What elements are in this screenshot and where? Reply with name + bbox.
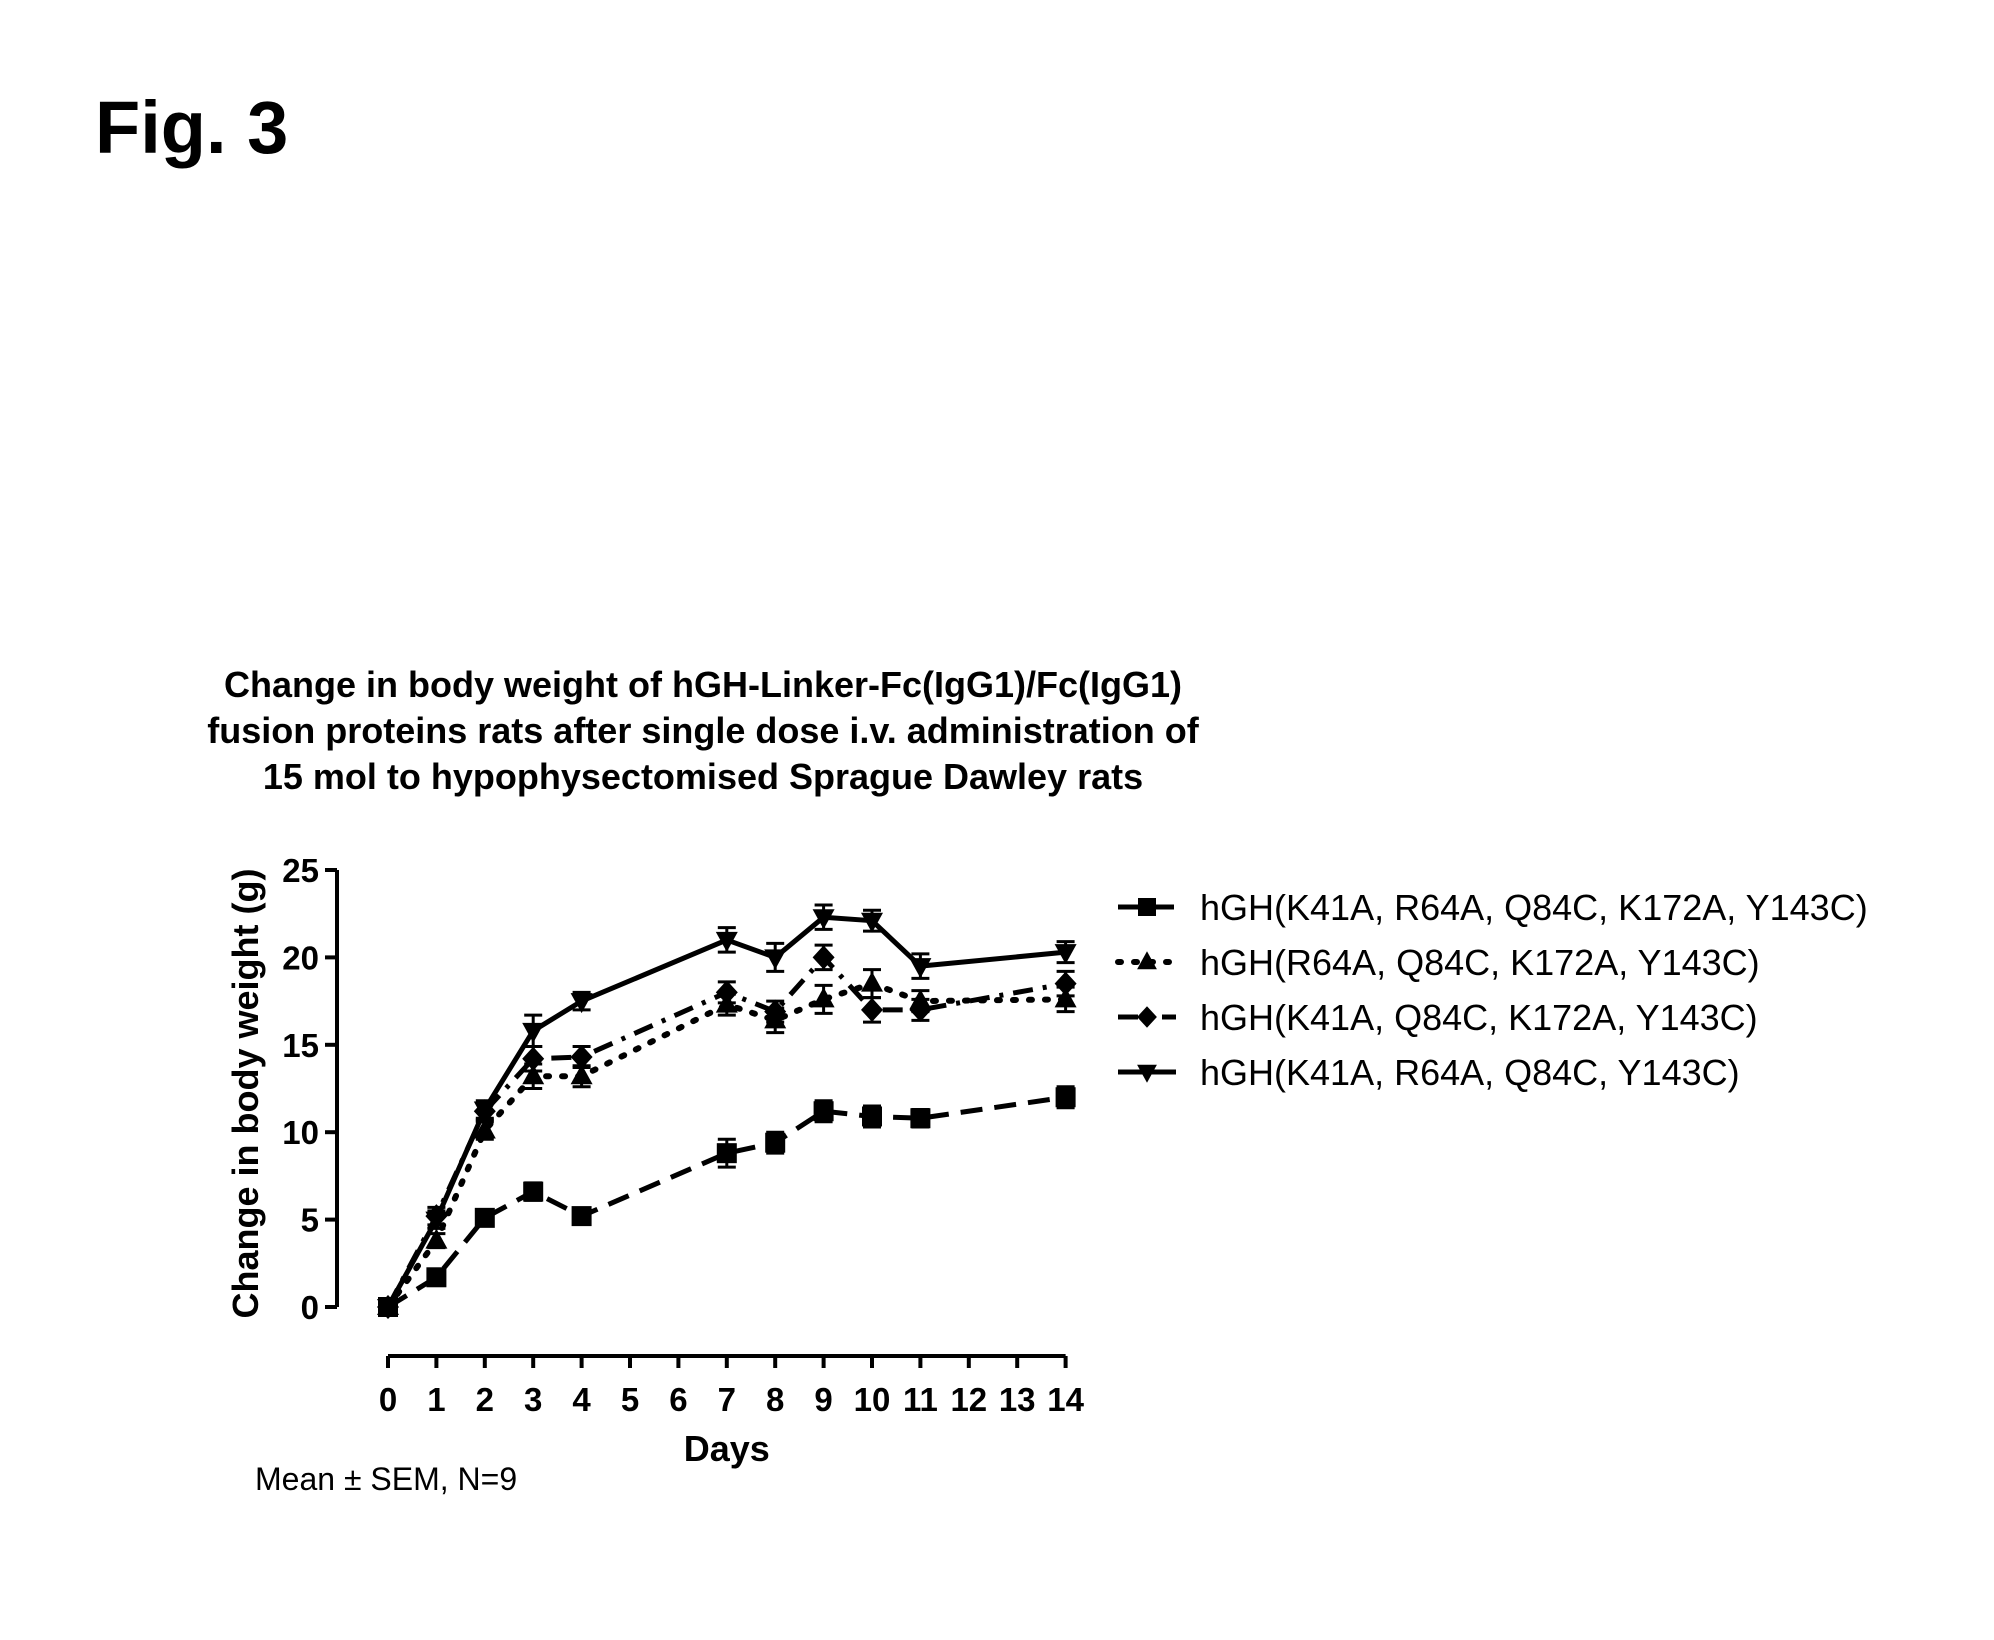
- x-tick-label: 9: [814, 1381, 832, 1418]
- data-point: [523, 1182, 543, 1202]
- data-point: [475, 1208, 495, 1228]
- x-tick-label: 3: [524, 1381, 542, 1418]
- data-point: [909, 958, 931, 978]
- data-point: [572, 1206, 592, 1226]
- legend-label: hGH(K41A, R64A, Q84C, K172A, Y143C): [1200, 887, 1868, 928]
- data-point: [861, 998, 883, 1022]
- legend-label: hGH(R64A, Q84C, K172A, Y143C): [1200, 942, 1760, 983]
- chart-title: Change in body weight of hGH-Linker-Fc(I…: [207, 664, 1200, 797]
- x-tick-label: 0: [379, 1381, 397, 1418]
- chart-title-line: 15 mol to hypophysectomised Sprague Dawl…: [263, 756, 1143, 797]
- data-point: [861, 972, 883, 992]
- data-point: [814, 1101, 834, 1121]
- data-point: [764, 949, 786, 969]
- data-point: [1055, 972, 1077, 996]
- x-tick-label: 12: [950, 1381, 987, 1418]
- chart-legend: hGH(K41A, R64A, Q84C, K172A, Y143C) hGH(R…: [1118, 887, 1868, 1093]
- legend-label: hGH(K41A, R64A, Q84C, Y143C): [1200, 1052, 1740, 1093]
- chart-title-line: Change in body weight of hGH-Linker-Fc(I…: [224, 664, 1182, 705]
- x-tick-label: 4: [572, 1381, 591, 1418]
- x-tick-label: 10: [854, 1381, 891, 1418]
- legend-marker: [1137, 1006, 1157, 1028]
- x-tick-label: 14: [1047, 1381, 1084, 1418]
- chart-footnote-group: Mean ± SEM, N=9: [255, 1461, 517, 1497]
- y-tick-label: 0: [301, 1289, 319, 1326]
- y-axis-label: Change in body weight (g): [225, 869, 266, 1319]
- data-point: [1056, 1087, 1076, 1107]
- x-tick-label: 13: [999, 1381, 1036, 1418]
- y-tick-label: 20: [282, 939, 319, 976]
- chart-series: [377, 905, 1077, 1319]
- x-tick-label: 2: [476, 1381, 494, 1418]
- data-point: [910, 1108, 930, 1128]
- x-tick-label: 8: [766, 1381, 784, 1418]
- data-point: [716, 980, 738, 1004]
- data-point: [765, 1133, 785, 1153]
- data-point: [426, 1267, 446, 1287]
- data-point: [717, 1143, 737, 1163]
- data-point: [909, 998, 931, 1022]
- x-tick-label: 7: [718, 1381, 736, 1418]
- x-tick-label: 11: [903, 1381, 938, 1418]
- legend-marker: [1138, 898, 1156, 916]
- chart-footnote: Mean ± SEM, N=9: [255, 1461, 517, 1497]
- x-tick-label: 6: [669, 1381, 687, 1418]
- y-tick-label: 10: [282, 1114, 319, 1151]
- y-tick-label: 5: [301, 1202, 319, 1239]
- chart-title-line: fusion proteins rats after single dose i…: [207, 710, 1200, 751]
- chart-axes: 0510152025Change in body weight (g)01234…: [225, 852, 1085, 1469]
- x-tick-label: 1: [427, 1381, 445, 1418]
- y-tick-label: 15: [282, 1027, 319, 1064]
- data-point: [862, 1106, 882, 1126]
- legend-label: hGH(K41A, Q84C, K172A, Y143C): [1200, 997, 1758, 1038]
- y-tick-label: 25: [282, 852, 319, 889]
- x-tick-label: 5: [621, 1381, 639, 1418]
- x-axis-label: Days: [684, 1428, 770, 1469]
